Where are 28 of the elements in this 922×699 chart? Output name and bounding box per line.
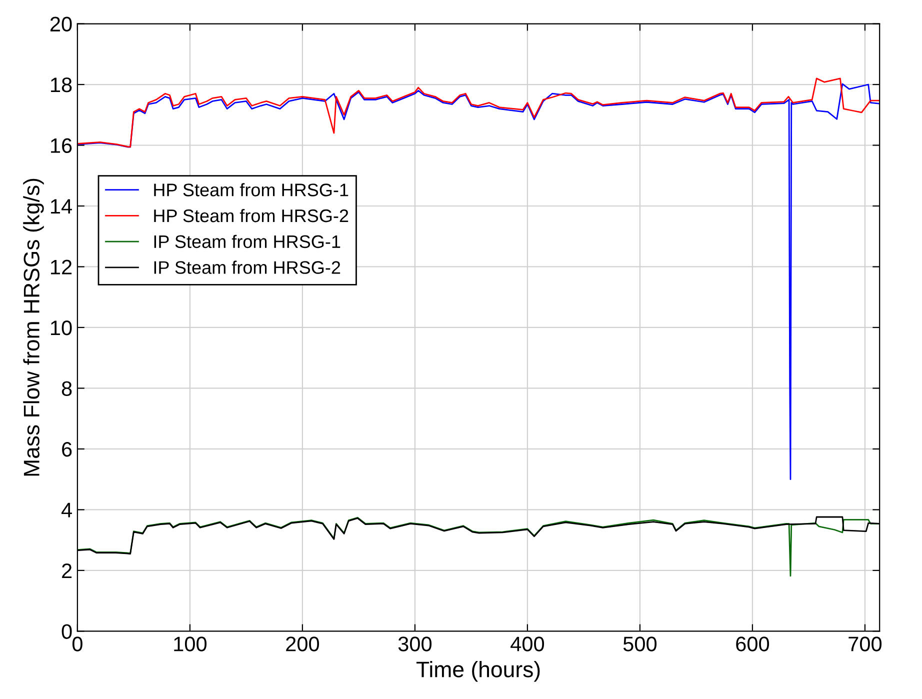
line-series [77,516,880,577]
y-tick-label: 6 [62,442,72,457]
y-tick-label: 18 [51,78,72,92]
x-tick-label: 600 [736,636,770,652]
y-tick-label: 8 [62,381,72,396]
x-tick-label: 100 [174,636,207,652]
y-tick-label: 20 [50,16,72,32]
y-axis-title: Mass Flow from HRSGs (kg/s) [23,178,44,476]
x-tick-label: 0 [72,636,82,652]
y-tick-label: 12 [51,260,72,274]
x-tick-label: 500 [623,636,657,652]
line-series [77,78,880,148]
x-tick-label: 200 [286,636,320,652]
x-axis-title: Time (hours) [416,661,540,682]
legend-label: IP Steam from HRSG-2 [154,260,340,274]
y-tick-label: 4 [61,502,72,518]
y-tick-label: 2 [62,563,72,578]
legend-label: IP Steam from HRSG-1 [154,234,340,248]
y-tick-label: 16 [51,138,72,154]
line-series [77,83,880,480]
x-tick-label: 400 [510,636,544,652]
y-tick-label: 14 [51,199,72,214]
x-tick-label: 700 [848,636,882,652]
y-tick-label: 10 [51,320,72,336]
y-tick-label: 0 [62,624,72,639]
x-tick-label: 300 [398,636,432,652]
legend-label: HP Steam from HRSG-2 [154,208,348,222]
legend-label: HP Steam from HRSG-1 [154,183,348,196]
